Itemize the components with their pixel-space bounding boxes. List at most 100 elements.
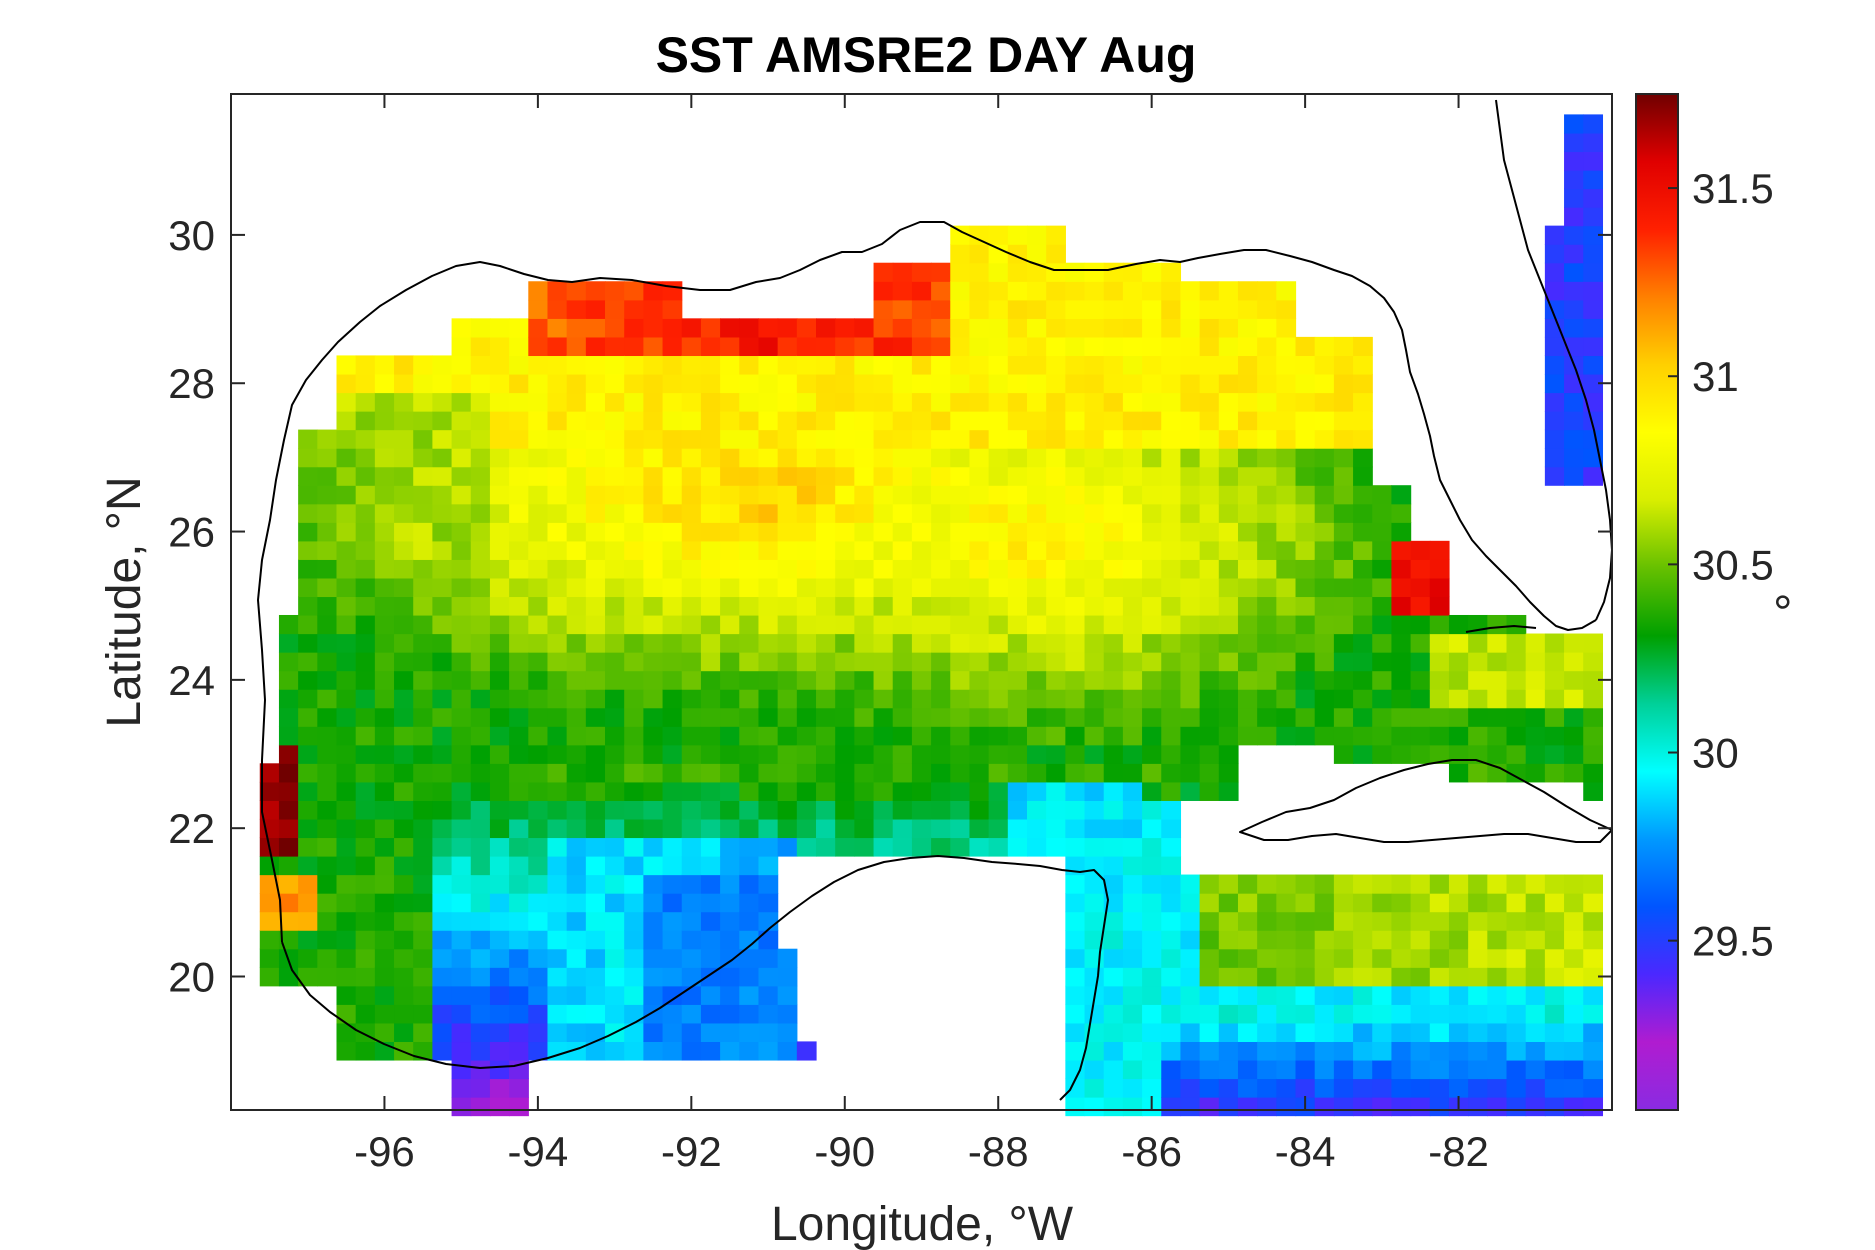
sst-cell: [911, 559, 932, 579]
sst-cell: [1583, 262, 1604, 282]
sst-cell: [470, 1004, 491, 1024]
sst-cell: [1391, 948, 1412, 968]
sst-cell: [969, 818, 990, 839]
sst-cell: [470, 726, 491, 746]
sst-cell: [278, 893, 299, 913]
sst-cell: [528, 522, 549, 542]
sst-cell: [394, 893, 414, 913]
sst-cell: [892, 707, 913, 727]
sst-cell: [1506, 1097, 1527, 1117]
sst-cell: [1161, 1004, 1182, 1024]
sst-cell: [1065, 689, 1086, 709]
sst-cell: [1295, 411, 1316, 431]
sst-cell: [1046, 299, 1066, 319]
sst-cell: [605, 411, 625, 431]
sst-cell: [1487, 670, 1508, 690]
sst-cell: [1199, 670, 1220, 690]
sst-cell: [700, 763, 721, 783]
sst-cell: [1199, 911, 1220, 931]
sst-cell: [700, 837, 721, 857]
sst-cell: [931, 503, 951, 523]
sst-cell: [835, 577, 855, 598]
sst-cell: [1122, 818, 1143, 839]
sst-cell: [911, 837, 932, 857]
sst-cell: [1026, 781, 1047, 801]
sst-cell: [1276, 911, 1297, 931]
sst-cell: [1506, 689, 1527, 709]
sst-cell: [547, 837, 568, 857]
sst-cell: [739, 670, 760, 690]
sst-cell: [1429, 948, 1450, 968]
sst-cell: [509, 318, 529, 338]
sst-cell: [1583, 466, 1604, 486]
sst-cell: [1161, 559, 1182, 579]
sst-cell: [1429, 689, 1450, 709]
sst-cell: [394, 874, 414, 894]
sst-cell: [605, 614, 625, 635]
sst-cell: [643, 874, 664, 894]
sst-cell: [585, 485, 606, 505]
sst-cell: [681, 763, 702, 783]
sst-cell: [547, 503, 568, 523]
sst-cell: [1103, 781, 1124, 801]
sst-cell: [988, 225, 1009, 245]
sst-cell: [1448, 670, 1469, 690]
sst-cell: [1448, 633, 1469, 653]
sst-cell: [1103, 503, 1124, 523]
sst-cell: [1564, 893, 1584, 913]
sst-cell: [1276, 355, 1297, 375]
sst-cell: [1583, 281, 1604, 301]
sst-cell: [566, 429, 587, 449]
sst-cell: [1161, 1059, 1182, 1080]
sst-cell: [585, 726, 606, 746]
sst-cell: [1391, 577, 1412, 598]
sst-cell: [394, 911, 414, 931]
sst-cell: [988, 448, 1009, 468]
sst-cell: [336, 856, 357, 876]
sst-cell: [1257, 448, 1277, 468]
sst-cell: [1199, 411, 1220, 431]
sst-cell: [931, 373, 951, 394]
sst-cell: [1180, 336, 1201, 357]
sst-cell: [1333, 411, 1354, 431]
sst-cell: [1583, 763, 1604, 783]
sst-cell: [988, 559, 1009, 579]
sst-cell: [1372, 948, 1393, 968]
sst-cell: [700, 373, 721, 394]
sst-cell: [1237, 281, 1258, 301]
sst-cell: [470, 540, 491, 560]
sst-cell: [509, 355, 529, 375]
sst-cell: [1065, 707, 1086, 727]
sst-cell: [1583, 355, 1604, 375]
sst-cell: [528, 874, 549, 894]
sst-cell: [1410, 614, 1431, 635]
sst-cell: [835, 559, 855, 579]
sst-cell: [1103, 1078, 1124, 1098]
sst-cell: [355, 837, 376, 857]
sst-cell: [1122, 318, 1143, 338]
sst-cell: [1161, 577, 1182, 598]
sst-cell: [911, 281, 932, 301]
sst-cell: [394, 707, 414, 727]
sst-cell: [892, 763, 913, 783]
sst-cell: [1314, 466, 1335, 486]
sst-cell: [336, 670, 357, 690]
sst-cell: [911, 707, 932, 727]
sst-cell: [1103, 336, 1124, 357]
sst-cell: [432, 726, 453, 746]
sst-cell: [969, 652, 990, 672]
sst-cell: [1065, 614, 1086, 635]
sst-cell: [1065, 503, 1086, 523]
sst-cell: [355, 670, 376, 690]
sst-cell: [1026, 299, 1047, 319]
sst-cell: [1333, 707, 1354, 727]
sst-cell: [566, 911, 587, 931]
sst-cell: [969, 466, 990, 486]
sst-cell: [547, 967, 568, 987]
sst-cell: [1353, 1059, 1373, 1080]
sst-cell: [451, 930, 472, 950]
sst-cell: [451, 967, 472, 987]
sst-cell: [1103, 967, 1124, 987]
sst-cell: [336, 559, 357, 579]
sst-cell: [662, 336, 683, 357]
